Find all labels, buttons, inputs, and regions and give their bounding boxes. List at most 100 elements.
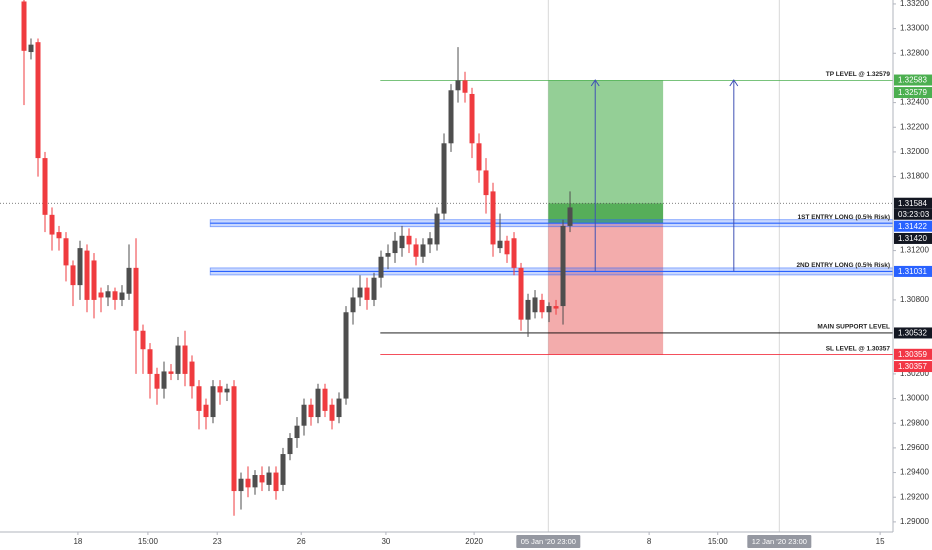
candle-body <box>504 240 510 255</box>
arrow-head <box>590 79 600 87</box>
candle-body <box>413 244 419 257</box>
price-label-box <box>894 348 932 360</box>
candle-body <box>196 386 202 411</box>
candle-body <box>280 454 286 485</box>
candle-body <box>378 256 384 278</box>
x-marker-label: 12 Jan '20 23:00 <box>752 537 807 546</box>
candle-body <box>490 191 496 245</box>
candle-body <box>28 44 34 53</box>
level-label: 1ST ENTRY LONG (0.5% Risk) <box>798 214 890 221</box>
candle-body <box>427 238 433 245</box>
candle-body <box>119 292 125 300</box>
candle-body <box>455 80 461 91</box>
level-label: 2ND ENTRY LONG (0.5% Risk) <box>796 262 890 269</box>
candle-body <box>112 291 118 300</box>
x-tick-label: 23 <box>213 537 222 546</box>
y-tick-label: 1.29600 <box>900 443 929 452</box>
candle-body <box>224 388 230 393</box>
y-tick-label: 1.32800 <box>900 48 929 57</box>
x-tick-label: 15 <box>876 537 885 546</box>
candle-body <box>175 345 181 374</box>
x-tick-label: 26 <box>297 537 306 546</box>
x-marker-box <box>516 535 581 548</box>
price-label: 1.32579 <box>898 88 927 97</box>
y-tick-label: 1.32000 <box>900 147 929 156</box>
price-label-box <box>894 197 932 209</box>
candle-body <box>273 472 279 492</box>
price-label-box <box>894 232 932 244</box>
candle-body <box>406 235 412 245</box>
candle-body <box>462 80 468 93</box>
candle-body <box>392 240 398 254</box>
y-tick-label: 1.29400 <box>900 468 929 477</box>
candle-body <box>301 404 307 426</box>
candle-body <box>252 475 258 488</box>
candle-body <box>553 306 559 309</box>
price-label-box <box>894 361 932 373</box>
candle-body <box>539 299 545 313</box>
y-tick-label: 1.30800 <box>900 295 929 304</box>
candle-body <box>364 287 370 300</box>
price-label: 1.30532 <box>898 329 927 338</box>
candle-body <box>287 438 293 455</box>
x-tick-label: 2020 <box>465 537 483 546</box>
zone <box>548 203 664 224</box>
candle-body <box>560 225 566 307</box>
candle-body <box>105 291 111 298</box>
candle-body <box>441 143 447 214</box>
candle-body <box>56 232 62 239</box>
candle-body <box>147 349 153 374</box>
y-tick-label: 1.32200 <box>900 122 929 131</box>
zone <box>548 223 664 355</box>
candle-body <box>217 386 223 393</box>
price-label: 1.32583 <box>898 76 927 85</box>
level-label: SL LEVEL @ 1.30357 <box>826 345 891 352</box>
candle-body <box>350 297 356 313</box>
candle-body <box>98 292 104 298</box>
candle-body <box>168 371 174 374</box>
candle-body <box>35 42 41 159</box>
y-tick-label: 1.29200 <box>900 492 929 501</box>
y-tick-label: 1.30200 <box>900 369 929 378</box>
x-tick-label: 18 <box>73 537 82 546</box>
x-tick-label: 8 <box>647 537 652 546</box>
candle-body <box>567 207 573 226</box>
candle-body <box>294 425 300 439</box>
candle-body <box>385 253 391 257</box>
candle-body <box>182 345 188 374</box>
price-label-box <box>894 265 932 277</box>
y-tick-label: 1.29800 <box>900 418 929 427</box>
price-label: 1.31420 <box>898 234 927 243</box>
countdown: 03:23:03 <box>898 210 930 219</box>
candle-body <box>532 297 538 313</box>
price-label-box <box>894 87 932 99</box>
candle-body <box>518 267 524 320</box>
candle-body <box>231 386 237 492</box>
candle-body <box>91 260 97 300</box>
x-marker-box <box>747 535 812 548</box>
candle-body <box>308 404 314 418</box>
level-label: TP LEVEL @ 1.32579 <box>826 71 891 78</box>
candle-body <box>476 143 482 171</box>
candle-body <box>511 238 517 268</box>
candle-body <box>63 238 69 266</box>
candle-body <box>357 287 363 298</box>
candle-body <box>161 371 167 389</box>
candle-body <box>84 250 90 300</box>
candle-body <box>546 306 552 313</box>
y-tick-label: 1.33200 <box>900 0 929 8</box>
y-tick-label: 1.30000 <box>900 394 929 403</box>
x-tick-label: 30 <box>381 537 390 546</box>
candle-body <box>329 404 335 421</box>
candle-body <box>343 312 349 399</box>
candle-body <box>315 388 321 418</box>
zone <box>548 80 664 204</box>
plot-area: TP LEVEL @ 1.32579 1ST ENTRY LONG (0.5% R… <box>0 0 893 532</box>
x-tick-label: 15:00 <box>138 537 159 546</box>
candle-body <box>21 1 27 51</box>
price-label: 1.31584 <box>898 199 927 208</box>
price-label-box <box>894 220 932 232</box>
candle-body <box>154 373 160 389</box>
candle-body <box>448 90 454 144</box>
y-tick-label: 1.29000 <box>900 517 929 526</box>
